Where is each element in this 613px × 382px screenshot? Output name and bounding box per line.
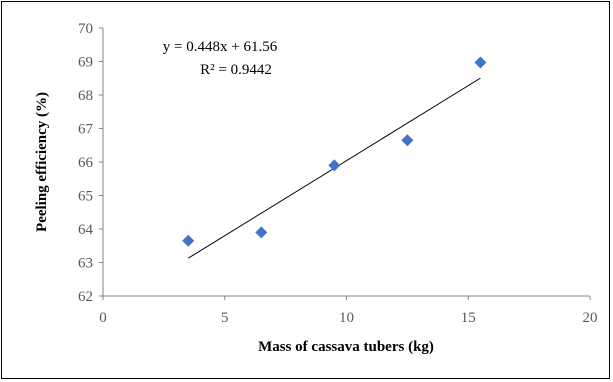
x-tick-label: 10 (339, 310, 354, 326)
y-tick-label: 67 (78, 122, 94, 138)
x-axis-title: Mass of cassava tubers (kg) (258, 339, 434, 355)
x-tick-label: 0 (99, 310, 107, 326)
x-tick-label: 20 (583, 310, 598, 326)
data-point-diamond (328, 159, 341, 172)
r-squared-label: R² = 0.9442 (200, 62, 272, 78)
data-point-diamond (474, 56, 487, 69)
data-points (182, 56, 487, 247)
x-tick-label: 15 (461, 310, 476, 326)
y-tick-label: 68 (78, 88, 93, 104)
y-tick-label: 63 (78, 256, 93, 272)
data-point-diamond (182, 234, 195, 247)
y-tick-label: 65 (78, 189, 93, 205)
y-tick-label: 69 (78, 55, 93, 71)
tick-labels: 62 63 64 65 66 67 68 69 70 0 5 10 15 20 (78, 21, 598, 326)
x-tick-label: 5 (221, 310, 229, 326)
y-tick-label: 64 (78, 222, 94, 238)
data-point-diamond (255, 226, 268, 239)
y-tick-label: 62 (78, 289, 93, 305)
y-axis-title: Peeling efficiency (%) (34, 92, 50, 232)
axes (99, 27, 591, 300)
trendline-equation: y = 0.448x + 61.56 (163, 39, 278, 55)
y-tick-label: 66 (78, 155, 94, 171)
y-tick-label: 70 (78, 21, 93, 37)
data-point-diamond (401, 134, 414, 147)
